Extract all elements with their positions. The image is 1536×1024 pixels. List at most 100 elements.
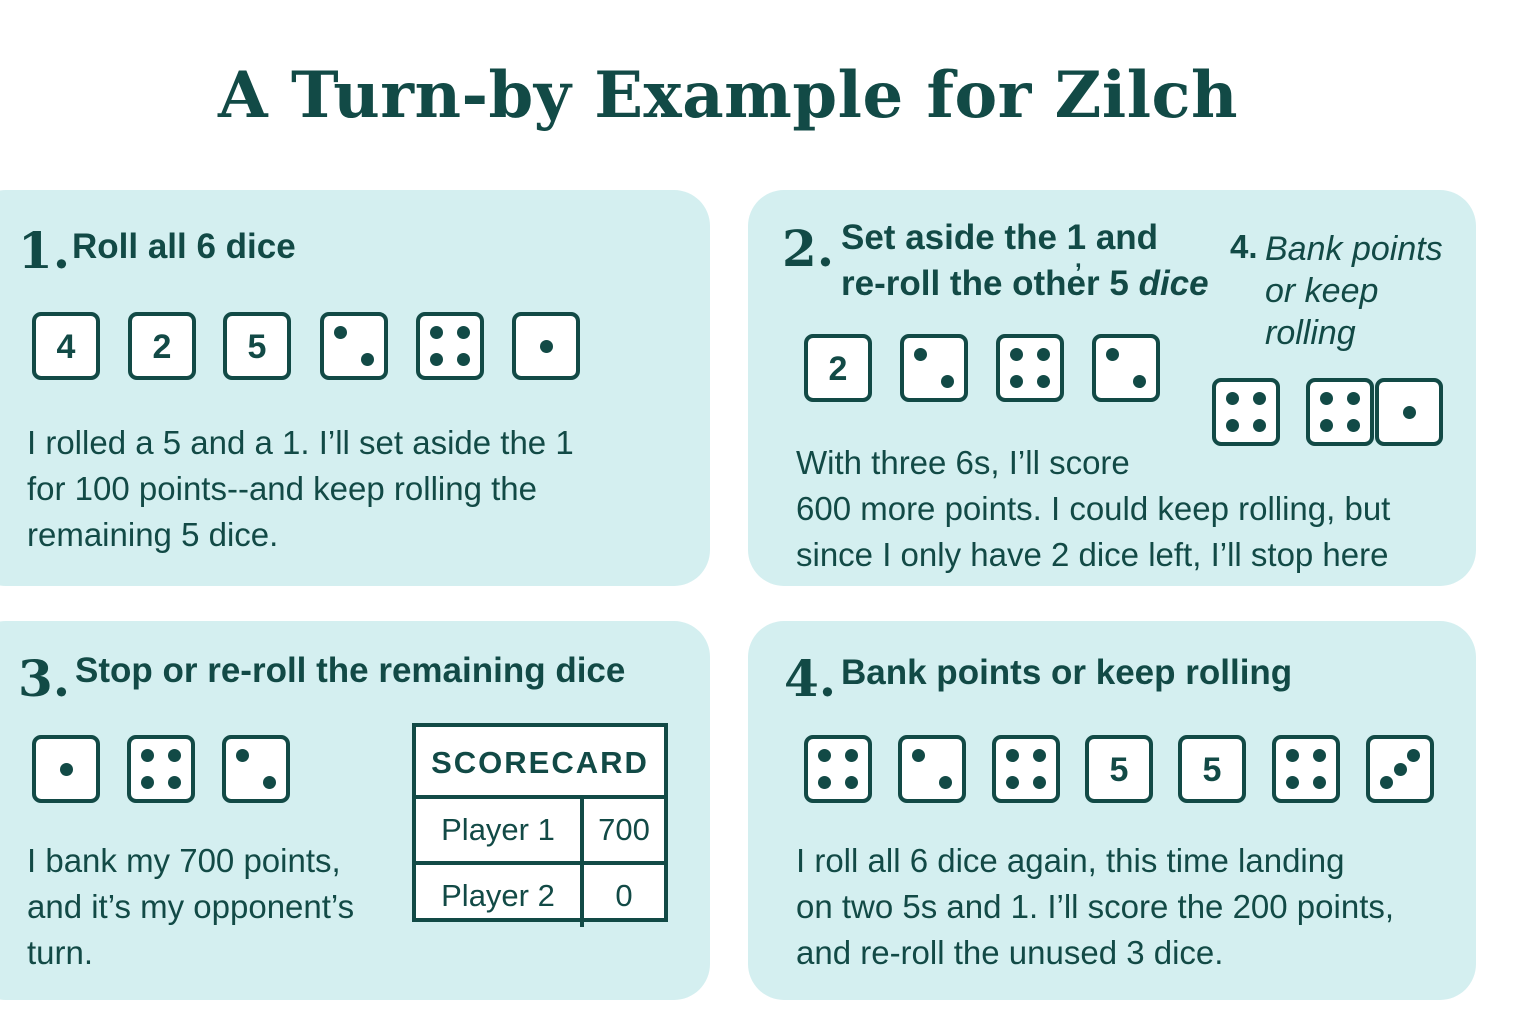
text-line: I bank my 700 points, (27, 842, 341, 879)
text-line: turn. (27, 934, 94, 971)
die-pip (1252, 392, 1266, 406)
die-face-2-icon (900, 334, 968, 402)
die-5-icon: 5 (1178, 735, 1246, 803)
step-4-title: Bank points or keep rolling (841, 653, 1293, 692)
step-4-number: 4. (784, 649, 837, 708)
step-2-side-number: 4. (1230, 228, 1258, 265)
die-face-4-icon (127, 735, 195, 803)
comma-mark: , (1075, 246, 1082, 273)
die-number: 5 (247, 328, 267, 366)
step-2-description: With three 6s, I’ll score 600 more point… (796, 440, 1390, 578)
text-line: since I only have 2 dice left, I’ll stop… (796, 536, 1389, 573)
die-face-4-icon (996, 334, 1064, 402)
step-3-description: I bank my 700 points, and it’s my oppone… (27, 838, 354, 976)
step-4-description: I roll all 6 dice again, this time landi… (796, 838, 1394, 976)
die-pip (430, 326, 444, 340)
text-line: I rolled a 5 and a 1. I’ll set aside the… (27, 424, 574, 461)
die-5-icon: 5 (223, 312, 291, 380)
die-pip (1286, 749, 1300, 763)
text-line: for 100 points--and keep rolling the (27, 470, 537, 507)
die-pip (1406, 749, 1420, 763)
player-name: Player 1 (416, 799, 584, 861)
step-2-title-line: re-roll the other 5 dice (841, 264, 1209, 303)
die-2-icon: 2 (804, 334, 872, 402)
die-5-icon: 5 (1085, 735, 1153, 803)
die-face-4-icon (416, 312, 484, 380)
player-name: Player 2 (416, 865, 584, 927)
die-pip (539, 339, 553, 353)
die-pip (844, 749, 858, 763)
die-pip (360, 352, 374, 366)
step-1-description: I rolled a 5 and a 1. I’ll set aside the… (27, 420, 574, 558)
side-title-line: Bank points (1265, 230, 1443, 268)
die-face-4-icon (804, 735, 872, 803)
step-2-number: 2. (782, 219, 835, 278)
scorecard-heading: SCORECARD (416, 727, 664, 799)
page-title: A Turn-by Example for Zilch (218, 58, 1238, 133)
die-face-4-icon (992, 735, 1060, 803)
text-line: and it’s my opponent’s (27, 888, 355, 925)
step-2-title-line: Set aside the 1 and (841, 218, 1159, 257)
die-number: 5 (1202, 751, 1222, 789)
die-pip (1393, 762, 1407, 776)
die-pip (1006, 749, 1020, 763)
die-face-2-icon (222, 735, 290, 803)
step-1-panel (0, 190, 710, 586)
step-1-title: Roll all 6 dice (72, 227, 296, 266)
die-pip (1036, 374, 1050, 388)
die-pip (1312, 775, 1326, 789)
die-pip (1346, 392, 1360, 406)
scorecard: SCORECARD Player 1 700 Player 2 0 (412, 723, 668, 927)
die-pip (1402, 405, 1416, 419)
die-pip (1320, 418, 1334, 432)
player-score: 0 (615, 878, 633, 913)
text-line: and re-roll the unused 3 dice. (796, 934, 1224, 971)
die-pip (141, 775, 155, 789)
die-pip (912, 749, 926, 763)
die-pip (818, 775, 832, 789)
die-pip (167, 749, 181, 763)
die-pip (844, 775, 858, 789)
die-pip (914, 348, 928, 362)
side-title-line: or keep (1265, 272, 1379, 310)
die-face-1-icon (1375, 378, 1443, 446)
step-3-number: 3. (18, 649, 71, 708)
die-2-icon: 2 (128, 312, 196, 380)
text-line: With three 6s, I’ll score (796, 444, 1130, 481)
die-pip (334, 326, 348, 340)
die-number: 2 (828, 350, 848, 388)
die-pip (1032, 775, 1046, 789)
die-4-icon: 4 (32, 312, 100, 380)
die-face-4-icon (1212, 378, 1280, 446)
die-number: 4 (56, 328, 76, 366)
die-face-3-icon (1366, 735, 1434, 803)
die-pip (818, 749, 832, 763)
text-line: I roll all 6 dice again, this time landi… (796, 842, 1345, 879)
step-2-side-title: Bank points or keep rolling (1265, 228, 1443, 354)
die-pip (1010, 374, 1024, 388)
die-face-4-icon (1306, 378, 1374, 446)
die-pip (1252, 418, 1266, 432)
die-face-2-icon (1092, 334, 1160, 402)
die-pip (456, 352, 470, 366)
side-title-line: rolling (1265, 314, 1356, 352)
die-pip (141, 749, 155, 763)
die-face-1-icon (512, 312, 580, 380)
die-pip (1226, 392, 1240, 406)
die-pip (167, 775, 181, 789)
die-pip (940, 374, 954, 388)
die-pip (1010, 348, 1024, 362)
die-pip (236, 749, 250, 763)
step-1-number: 1. (18, 221, 71, 280)
text-line: on two 5s and 1. I’ll score the 200 poin… (796, 888, 1395, 925)
die-pip (430, 352, 444, 366)
step-4-panel (748, 621, 1476, 1000)
player-score: 700 (598, 812, 650, 847)
die-face-2-icon (320, 312, 388, 380)
die-pip (1286, 775, 1300, 789)
die-pip (1380, 775, 1394, 789)
die-face-2-icon (898, 735, 966, 803)
die-pip (1032, 749, 1046, 763)
die-number: 2 (152, 328, 172, 366)
die-pip (938, 775, 952, 789)
